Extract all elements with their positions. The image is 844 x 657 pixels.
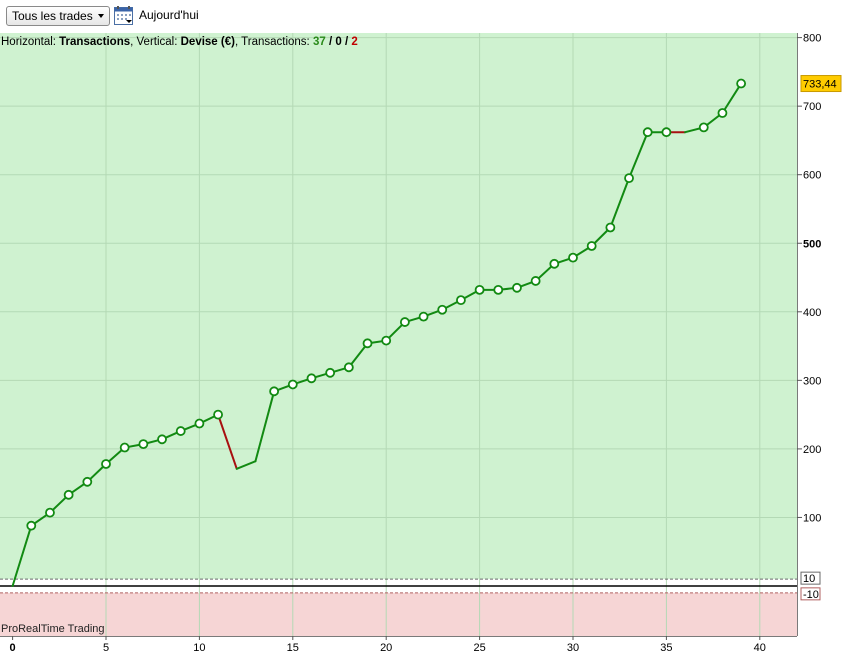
trade-filter-label: Tous les trades xyxy=(12,9,93,23)
data-point xyxy=(642,127,653,138)
data-point xyxy=(213,409,223,420)
winning-trade-segment xyxy=(235,460,257,470)
winning-trade-segment xyxy=(628,131,649,180)
info-vertical-prefix: , Vertical: xyxy=(130,36,181,48)
losing-trades-count: 2 xyxy=(351,36,358,48)
data-point xyxy=(605,222,616,233)
x-tick-label: 0 xyxy=(10,642,16,654)
data-point xyxy=(194,418,205,429)
y-tick-label: 600 xyxy=(803,170,821,182)
winning-trade-segment xyxy=(609,177,631,229)
calendar-icon[interactable] xyxy=(114,6,133,25)
data-point xyxy=(418,311,429,322)
data-point xyxy=(325,367,336,378)
x-tick-label: 40 xyxy=(754,642,766,654)
data-point xyxy=(63,489,74,500)
info-vertical-value: Devise (€) xyxy=(180,36,235,48)
data-point xyxy=(456,295,466,306)
data-point xyxy=(45,507,55,518)
data-point xyxy=(736,78,747,89)
toolbar: Tous les trades Aujourd'hui xyxy=(0,0,844,33)
winning-trade-segment xyxy=(721,82,743,115)
data-point xyxy=(586,241,597,251)
data-point xyxy=(101,459,111,469)
x-tick-label: 30 xyxy=(567,642,579,654)
data-point xyxy=(306,373,317,384)
data-point xyxy=(474,284,485,295)
data-point xyxy=(26,520,37,531)
x-tick-label: 10 xyxy=(193,642,205,654)
neutral-trades-count: 0 xyxy=(335,36,342,48)
winning-trade-segment xyxy=(347,342,369,369)
data-point xyxy=(287,379,298,390)
data-point xyxy=(549,258,560,269)
y-tick-label: 400 xyxy=(803,307,821,319)
y-tick-label: 200 xyxy=(803,444,821,456)
data-point xyxy=(119,442,130,453)
info-horizontal-value: Transactions xyxy=(59,36,131,48)
info-horizontal-prefix: Horizontal: xyxy=(1,36,60,48)
data-point xyxy=(512,282,522,293)
y-tick-label: 800 xyxy=(803,33,821,45)
loss-zone xyxy=(0,592,797,636)
x-tick-label: 15 xyxy=(287,642,299,654)
data-point xyxy=(493,284,504,295)
brand-label: ProRealTime Trading xyxy=(1,623,105,635)
data-point xyxy=(381,335,392,346)
threshold-label: -10 xyxy=(803,589,819,601)
last-value-box xyxy=(800,75,842,93)
data-point xyxy=(568,252,578,263)
today-button[interactable]: Aujourd'hui xyxy=(139,8,199,22)
data-point xyxy=(138,439,149,450)
threshold-label-box xyxy=(800,587,821,601)
data-point xyxy=(343,362,354,373)
data-point xyxy=(698,122,709,133)
data-point xyxy=(269,386,280,397)
last-value-label: 733,44 xyxy=(803,79,837,91)
threshold-label: 10 xyxy=(803,573,815,585)
data-point xyxy=(157,434,167,445)
data-point xyxy=(82,476,93,487)
trade-filter-dropdown[interactable]: Tous les trades xyxy=(6,6,110,26)
data-point xyxy=(175,426,186,436)
data-point xyxy=(661,127,672,138)
x-tick-label: 5 xyxy=(103,642,109,654)
y-tick-label: 500 xyxy=(803,238,821,250)
chevron-down-icon xyxy=(97,14,104,18)
info-separator: / xyxy=(325,36,336,48)
data-point xyxy=(530,276,541,286)
info-transactions-prefix: , Transactions: xyxy=(234,36,313,48)
x-tick-label: 35 xyxy=(660,642,672,654)
data-point xyxy=(362,338,373,349)
y-tick-label: 300 xyxy=(803,375,821,387)
gain-zone xyxy=(0,33,797,580)
winning-trades-count: 37 xyxy=(312,36,326,48)
winning-trade-segment xyxy=(11,524,33,587)
chart-info-line: Horizontal: Transactions, Vertical: Devi… xyxy=(1,36,358,49)
x-tick-label: 25 xyxy=(473,642,485,654)
threshold-label-box xyxy=(800,571,821,585)
y-tick-label: 100 xyxy=(803,512,821,524)
data-point xyxy=(624,173,634,184)
y-tick-label: 700 xyxy=(803,101,821,113)
info-separator: / xyxy=(341,36,352,48)
winning-trade-segment xyxy=(254,390,276,463)
losing-trade-segment xyxy=(217,413,238,470)
x-tick-label: 20 xyxy=(380,642,392,654)
data-point xyxy=(399,317,410,327)
data-point xyxy=(437,304,448,315)
data-point xyxy=(717,108,728,118)
